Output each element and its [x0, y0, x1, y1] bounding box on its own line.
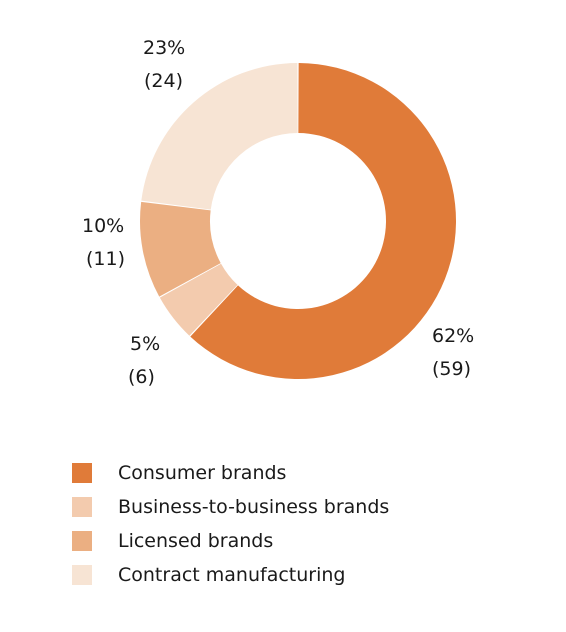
- legend-item-consumer-brands: Consumer brands: [72, 456, 389, 490]
- donut-slices: [140, 63, 457, 380]
- legend-label-b2b-brands: Business-to-business brands: [118, 496, 390, 518]
- donut-slice-consumer-brands: [190, 63, 457, 380]
- legend-swatch-contract-manufacturing: [72, 565, 92, 585]
- legend-swatch-b2b-brands: [72, 497, 92, 517]
- slice-label-licensed-percent: 10%: [82, 215, 124, 237]
- donut-slice-contract-manufacturing: [141, 63, 298, 210]
- legend-swatch-licensed-brands: [72, 531, 92, 551]
- legend-item-contract-manufacturing: Contract manufacturing: [72, 558, 389, 592]
- legend-label-licensed-brands: Licensed brands: [118, 530, 274, 552]
- slice-label-consumer-value: (59): [432, 358, 471, 380]
- legend-label-consumer-brands: Consumer brands: [118, 462, 287, 484]
- slice-label-b2b-value: (6): [128, 366, 155, 388]
- legend-item-licensed-brands: Licensed brands: [72, 524, 389, 558]
- chart-legend: Consumer brands Business-to-business bra…: [72, 456, 389, 592]
- donut-slice-b2b-brands: [159, 263, 238, 336]
- slice-label-contract-value: (24): [144, 70, 183, 92]
- legend-item-b2b-brands: Business-to-business brands: [72, 490, 389, 524]
- legend-swatch-consumer-brands: [72, 463, 92, 483]
- donut-slice-licensed-brands: [140, 201, 221, 297]
- slice-labels: 62% (59) 5% (6) 10% (11) 23% (24): [82, 37, 474, 388]
- legend-label-contract-manufacturing: Contract manufacturing: [118, 564, 346, 586]
- slice-label-b2b-percent: 5%: [130, 333, 160, 355]
- slice-label-contract-percent: 23%: [143, 37, 185, 59]
- slice-label-consumer-percent: 62%: [432, 325, 474, 347]
- slice-label-licensed-value: (11): [86, 248, 125, 270]
